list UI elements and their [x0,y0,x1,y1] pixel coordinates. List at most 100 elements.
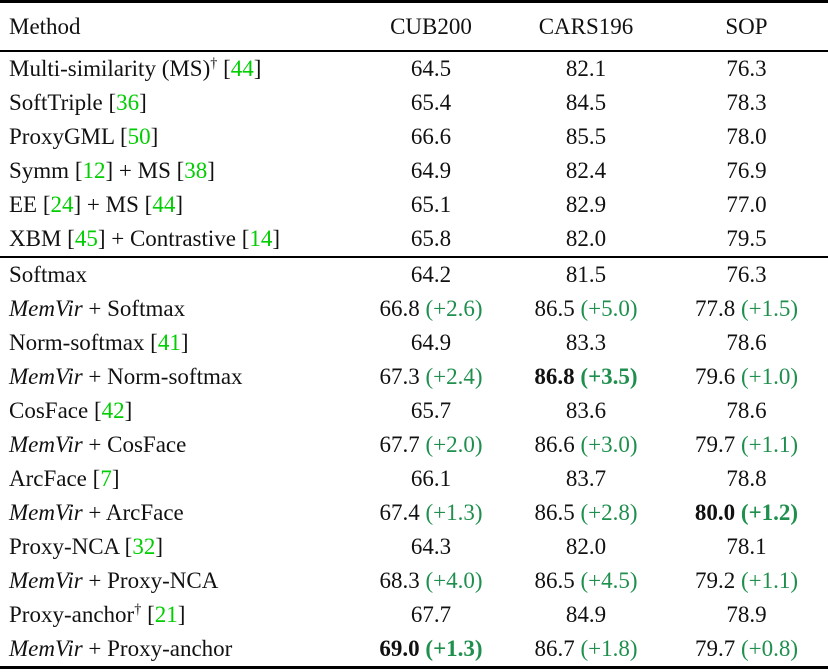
metric-value: 86.5 [534,500,575,525]
method-cell: Symm [12] + MS [38] [0,154,355,188]
citation-ref[interactable]: 24 [50,192,74,217]
metric-value: 78.8 [726,466,767,491]
table-row: MemVir + Softmax 66.8 (+2.6) 86.5 (+5.0) 77… [0,292,828,326]
metric-value: 81.5 [565,262,607,287]
table-row: SoftTriple [36] 65.4 84.5 78.3 [0,86,828,120]
method-text: [ [217,56,231,81]
table-row: MemVir + ArcFace 67.4 (+1.3) 86.5 (+2.8) 80… [0,496,828,530]
table-row: CosFace [42] 65.7 83.6 78.6 [0,394,828,428]
citation-ref[interactable]: 44 [230,56,254,81]
table-row: Norm-softmax [41] 64.9 83.3 78.6 [0,326,828,360]
citation-ref[interactable]: 38 [184,158,208,183]
metric-value: 68.3 [379,568,420,593]
citation-ref[interactable]: 12 [82,158,106,183]
metric-value: 64.2 [410,262,452,287]
metric-cell: 65.1 [355,188,507,222]
metric-cell: 81.5 [507,256,665,292]
method-text: XBM [ [9,226,75,251]
metric-cell: 64.9 [355,154,507,188]
metric-cell: 67.7 (+2.0) [355,428,507,462]
memvir-label: MemVir [9,296,83,321]
metric-cell: 64.5 [355,51,507,86]
table-header: Method CUB200 CARS196 SOP [0,1,828,52]
metric-cell: 67.7 [355,598,507,632]
citation-ref[interactable]: 41 [157,330,181,355]
method-cell: XBM [45] + Contrastive [14] [0,222,355,257]
citation-ref[interactable]: 45 [74,226,98,251]
method-text: ProxyGML [ [9,124,128,149]
citation-ref[interactable]: 44 [152,192,176,217]
metric-cell: 66.8 (+2.6) [355,292,507,326]
method-cell: ProxyGML [50] [0,120,355,154]
method-cell: MemVir + Proxy-NCA [0,564,355,598]
citation-ref[interactable]: 36 [116,90,140,115]
metric-cell: 84.9 [507,598,665,632]
metric-delta: (+1.3) [425,636,483,661]
method-text: + ArcFace [82,500,184,525]
metric-cell: 64.2 [355,256,507,292]
table-row: MemVir + CosFace 67.7 (+2.0) 86.6 (+3.0) 79… [0,428,828,462]
metric-value: 65.8 [410,226,452,251]
header-row: Method CUB200 CARS196 SOP [0,1,828,52]
metric-cell: 65.8 [355,222,507,257]
method-cell: MemVir + Norm-softmax [0,360,355,394]
memvir-label: MemVir [9,636,83,661]
method-text: [ [141,602,155,627]
citation-ref[interactable]: 7 [100,466,112,491]
metric-cell: 78.9 [665,598,828,632]
table-row: EE [24] + MS [44] 65.1 82.9 77.0 [0,188,828,222]
citation-ref[interactable]: 14 [249,226,273,251]
method-text: + Proxy-NCA [82,568,219,593]
metric-cell: 80.0 (+1.2) [665,496,828,530]
metric-value: 77.0 [726,192,767,217]
method-cell: Softmax [0,256,355,292]
method-cell: MemVir + CosFace [0,428,355,462]
col-header-sop: SOP [665,1,828,52]
metric-delta: (+2.4) [425,364,483,389]
metric-delta: (+3.0) [580,432,638,457]
metric-cell: 82.0 [507,222,665,257]
metric-cell: 79.6 (+1.0) [665,360,828,394]
metric-delta: (+1.5) [740,296,799,321]
metric-delta: (+1.2) [740,500,799,525]
method-cell: SoftTriple [36] [0,86,355,120]
metric-value: 65.7 [410,398,452,423]
metric-cell: 65.4 [355,86,507,120]
metric-value: 67.4 [379,500,420,525]
metric-cell: 78.6 [665,326,828,360]
metric-cell: 64.9 [355,326,507,360]
memvir-label: MemVir [9,500,83,525]
citation-ref[interactable]: 42 [101,398,125,423]
metric-value: 77.8 [694,296,736,321]
metric-delta: (+1.1) [740,568,799,593]
metric-value: 67.3 [379,364,420,389]
metric-value: 82.0 [565,226,607,251]
table-row: Proxy-anchor† [21] 67.7 84.9 78.9 [0,598,828,632]
method-text: Proxy-NCA [ [9,534,133,559]
metric-cell: 66.1 [355,462,507,496]
metric-value: 86.5 [534,568,575,593]
table-row: Multi-similarity (MS)† [44] 64.5 82.1 76.3 [0,51,828,86]
metric-value: 83.7 [565,466,607,491]
metric-cell: 64.3 [355,530,507,564]
table-row: XBM [45] + Contrastive [14] 65.8 82.0 79.5 [0,222,828,257]
citation-ref[interactable]: 32 [132,534,156,559]
metric-cell: 78.3 [665,86,828,120]
method-text: ] [175,192,183,217]
metric-value: 84.5 [565,90,607,115]
dagger-superscript: † [210,55,218,72]
metric-value: 76.3 [726,56,767,81]
citation-ref[interactable]: 50 [127,124,151,149]
citation-ref[interactable]: 21 [154,602,178,627]
metric-cell: 76.3 [665,256,828,292]
metric-cell: 77.8 (+1.5) [665,292,828,326]
metric-cell: 84.5 [507,86,665,120]
metric-delta: (+1.1) [740,432,799,457]
metric-value: 83.6 [565,398,607,423]
metric-cell: 79.2 (+1.1) [665,564,828,598]
metric-delta: (+1.0) [740,364,799,389]
table-row: ArcFace [7] 66.1 83.7 78.8 [0,462,828,496]
method-cell: MemVir + ArcFace [0,496,355,530]
metric-cell: 68.3 (+4.0) [355,564,507,598]
